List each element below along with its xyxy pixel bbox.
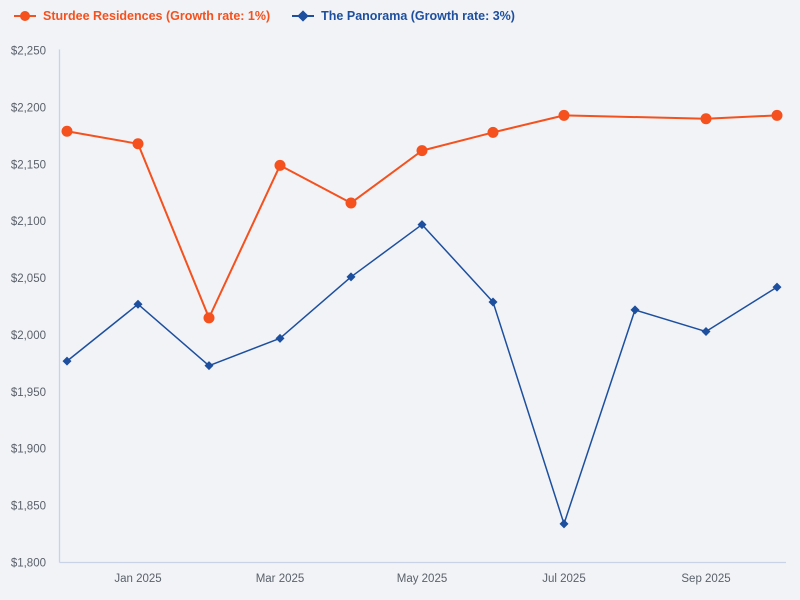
data-point-marker — [204, 361, 214, 371]
y-axis-label: $2,250 — [11, 46, 46, 58]
data-point-marker — [558, 109, 570, 121]
x-axis-label: Jul 2025 — [542, 573, 585, 585]
data-point-marker — [701, 327, 711, 337]
data-point-marker — [346, 272, 356, 282]
legend-item-sturdee-residences[interactable]: Sturdee Residences (Growth rate: 1%) — [14, 9, 270, 23]
data-point-marker — [700, 113, 712, 125]
legend-item-the-panorama[interactable]: The Panorama (Growth rate: 3%) — [292, 9, 515, 23]
y-axis-label: $1,900 — [11, 444, 46, 456]
data-point-marker — [559, 519, 569, 529]
data-point-marker — [487, 126, 499, 138]
x-axis-label: Mar 2025 — [256, 573, 305, 585]
legend-label: Sturdee Residences (Growth rate: 1%) — [43, 9, 271, 23]
y-axis-label: $2,150 — [11, 159, 46, 171]
data-point-marker — [416, 145, 428, 157]
data-point-marker — [132, 138, 144, 150]
data-point-marker — [61, 125, 73, 137]
data-point-marker — [203, 312, 215, 324]
series-line-1 — [66, 223, 778, 525]
data-point-marker — [630, 305, 640, 315]
data-point-marker — [275, 333, 285, 343]
data-point-marker — [345, 197, 357, 209]
data-point-marker — [274, 159, 286, 171]
data-point-marker — [62, 356, 72, 366]
orange-circle-series-icon — [14, 9, 36, 23]
blue-diamond-series-icon — [292, 9, 315, 23]
data-point-marker — [772, 282, 782, 292]
y-axis-label: $2,050 — [11, 273, 46, 285]
y-axis-label: $1,950 — [11, 387, 46, 399]
chart-legend: Sturdee Residences (Growth rate: 1%) The… — [14, 9, 515, 23]
y-axis-label: $1,850 — [11, 501, 46, 513]
data-point-marker — [488, 297, 498, 307]
y-axis-label: $2,100 — [11, 216, 46, 228]
data-point-marker — [133, 299, 143, 309]
y-axis-label: $1,800 — [11, 558, 46, 570]
legend-label: The Panorama (Growth rate: 3%) — [321, 9, 515, 23]
x-axis-label: Sep 2025 — [681, 573, 730, 585]
x-axis-label: Jan 2025 — [114, 573, 161, 585]
data-point-marker — [771, 109, 783, 121]
y-axis-label: $2,000 — [11, 330, 46, 342]
x-axis-label: May 2025 — [397, 573, 448, 585]
y-axis-label: $2,200 — [11, 102, 46, 114]
series-line-0 — [66, 114, 778, 319]
data-point-marker — [417, 220, 427, 230]
